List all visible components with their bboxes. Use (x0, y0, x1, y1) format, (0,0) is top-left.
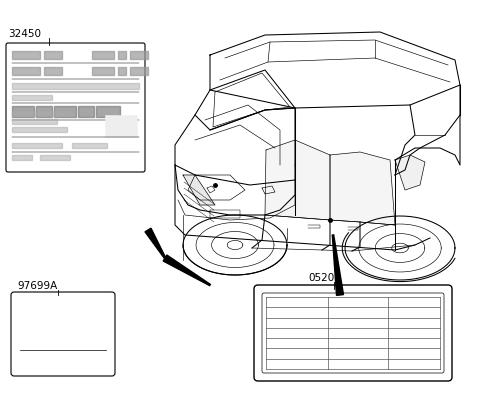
Bar (44, 67, 62, 75)
Bar (12, 95, 52, 100)
Polygon shape (330, 152, 395, 225)
Polygon shape (265, 140, 330, 220)
Bar (96, 106, 120, 117)
Polygon shape (213, 73, 290, 127)
Polygon shape (395, 155, 425, 190)
Bar (118, 67, 126, 75)
Bar (92, 67, 114, 75)
FancyBboxPatch shape (11, 292, 115, 376)
Text: 97699A: 97699A (17, 281, 57, 291)
Text: 05203: 05203 (308, 273, 341, 283)
Polygon shape (183, 175, 215, 205)
Bar (12, 111, 72, 116)
Bar (105, 115, 137, 137)
Bar (12, 119, 57, 124)
Bar (12, 106, 34, 117)
Bar (40, 155, 70, 160)
Bar (44, 51, 62, 59)
Bar (118, 51, 126, 59)
FancyBboxPatch shape (262, 293, 444, 373)
Bar (78, 106, 94, 117)
Polygon shape (163, 255, 210, 286)
Bar (12, 51, 40, 59)
Bar (130, 67, 148, 75)
Polygon shape (145, 228, 166, 258)
Bar (36, 106, 52, 117)
Bar (92, 51, 114, 59)
Bar (12, 143, 62, 148)
FancyBboxPatch shape (254, 285, 452, 381)
Bar (12, 83, 139, 89)
Text: 32450: 32450 (8, 29, 41, 39)
Bar (130, 51, 148, 59)
Bar (12, 155, 32, 160)
Bar (12, 127, 67, 132)
Bar (54, 106, 76, 117)
Polygon shape (332, 235, 344, 295)
Bar (12, 67, 40, 75)
Bar (72, 143, 107, 148)
FancyBboxPatch shape (6, 43, 145, 172)
